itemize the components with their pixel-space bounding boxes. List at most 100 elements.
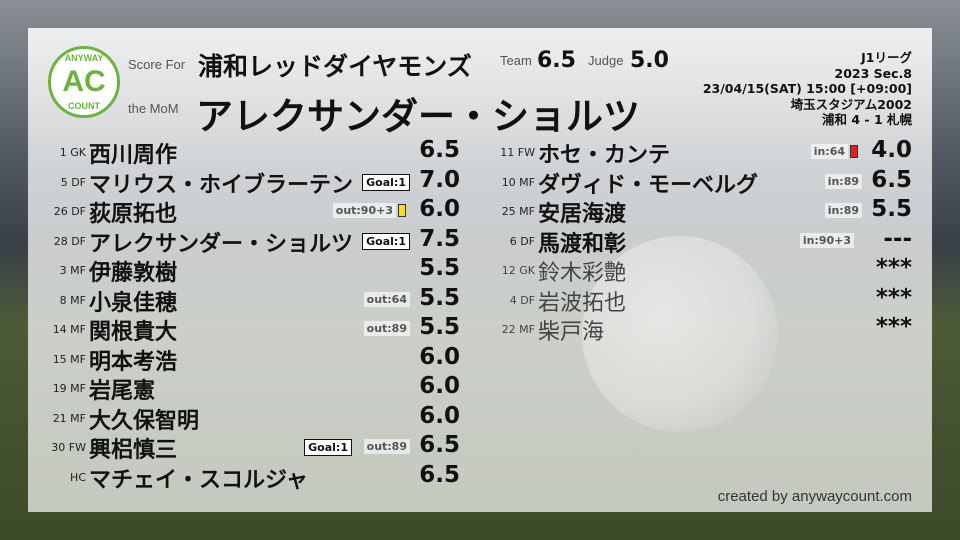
logo-main: AC	[62, 65, 106, 98]
player-name: 小泉佳穂	[89, 290, 178, 316]
player-score: 7.0	[419, 166, 460, 193]
logo-bottom: COUNT	[68, 101, 100, 111]
player-score: 5.5	[419, 314, 460, 340]
player-name: 荻原拓也	[89, 202, 178, 227]
player-score: ***	[875, 255, 912, 281]
player-name: 大久保智明	[89, 408, 200, 434]
player-score: 4.0	[871, 137, 912, 163]
player-row: 14 MF 関根貴大 5.5 out:89	[40, 314, 460, 345]
score-for-label: Score For	[128, 57, 186, 72]
player-position: 25 MF	[501, 205, 535, 218]
player-row: 8 MF 小泉佳穂 5.5 out:64	[40, 284, 460, 316]
player-row: 19 MF 岩尾憲 6.0	[40, 373, 460, 404]
player-score: 6.0	[419, 402, 460, 429]
player-score: ***	[875, 284, 912, 311]
player-position: 19 MF	[52, 382, 86, 395]
league: J1リーグ	[861, 50, 912, 65]
player-name: 鈴木彩艶	[538, 261, 627, 286]
player-position: 3 MF	[59, 264, 86, 277]
judge-score-label: Judge	[588, 53, 624, 68]
player-position: 4 DF	[509, 293, 535, 307]
player-score: 5.5	[871, 196, 912, 222]
player-name: 西川周作	[89, 143, 178, 168]
rating-panel	[28, 28, 932, 512]
match-result: 浦和 4 - 1 札幌	[822, 112, 912, 127]
player-position: 5 DF	[60, 175, 86, 189]
player-score: 6.5	[871, 166, 912, 193]
logo-top: ANYWAY	[64, 53, 104, 63]
player-row: 25 MF 安居海渡 5.5 in:89	[490, 196, 912, 227]
player-position: 22 MF	[501, 323, 535, 336]
yellow-card-icon	[398, 204, 406, 217]
player-name: 関根貴大	[89, 320, 178, 345]
player-score: 6.0	[419, 343, 460, 370]
substitution-badge: in:90+3	[799, 232, 854, 248]
team-score-label: Team	[500, 53, 532, 68]
match-datetime: 23/04/15(SAT) 15:00 [+09:00]	[702, 81, 912, 96]
credit: created by anywaycount.com	[717, 488, 912, 505]
player-name: マリウス・ホイブラーテン	[89, 172, 354, 198]
player-name: マチェイ・スコルジャ	[89, 467, 308, 493]
player-row: 30 FW 興梠慎三 6.5 out:89 Goal:1	[40, 432, 460, 463]
player-row: 26 DF 荻原拓也 6.0 out:90+3	[40, 196, 460, 227]
match-info: J1リーグ 2023 Sec.8 23/04/15(SAT) 15:00 [+0…	[703, 50, 912, 128]
anywaycount-logo: ANYWAY AC COUNT	[48, 46, 120, 118]
player-name: 馬渡和彰	[538, 231, 627, 257]
player-row: HC マチェイ・スコルジャ 6.5	[40, 461, 460, 493]
player-position: 28 DF	[53, 234, 86, 248]
player-score: 5.5	[419, 284, 460, 311]
player-score: 6.5	[419, 461, 460, 488]
player-row: 4 DF 岩波拓也 ***	[490, 284, 912, 316]
substitution-badge: in:89	[824, 203, 862, 218]
player-row: 3 MF 伊藤敦樹 5.5	[40, 255, 460, 286]
player-position: HC	[70, 470, 86, 484]
player-position: 26 DF	[53, 205, 86, 218]
player-position: 21 MF	[52, 411, 86, 425]
team-score: 6.5	[537, 48, 576, 73]
mom-player: アレクサンダー・ショルツ	[196, 95, 640, 138]
stadium: 埼玉スタジアム2002	[790, 96, 912, 112]
player-name: 岩尾憲	[89, 379, 156, 404]
goal-badge: Goal:1	[362, 173, 410, 191]
player-score: 7.5	[419, 225, 460, 252]
substitution-badge: out:90+3	[332, 203, 396, 218]
player-score: ---	[883, 225, 912, 252]
player-score: 6.5	[419, 432, 460, 458]
mom-label: the MoM	[128, 101, 179, 116]
section: 2023 Sec.8	[834, 65, 912, 81]
player-position: 10 MF	[501, 175, 535, 189]
player-row: 1 GK 西川周作 6.5	[40, 137, 460, 168]
player-name: アレクサンダー・ショルツ	[89, 231, 354, 257]
player-row: 10 MF ダヴィド・モーベルグ 6.5 in:89	[490, 166, 912, 198]
player-position: 14 MF	[52, 323, 86, 336]
player-score: 6.0	[419, 373, 460, 399]
substitution-badge: in:64	[810, 144, 848, 159]
player-row: 11 FW ホセ・カンテ 4.0 in:64	[490, 137, 912, 168]
player-position: 30 FW	[51, 441, 86, 454]
player-score: 6.0	[419, 196, 460, 222]
player-row: 28 DF アレクサンダー・ショルツ 7.5 Goal:1	[40, 225, 460, 257]
player-row: 6 DF 馬渡和彰 --- in:90+3	[490, 225, 912, 257]
goal-badge: Goal:1	[362, 232, 410, 250]
judge-score: 5.0	[630, 48, 669, 73]
substitution-badge: in:89	[824, 173, 862, 189]
player-score: 6.5	[419, 137, 460, 163]
player-position: 15 MF	[52, 352, 86, 366]
player-name: 興梠慎三	[89, 438, 178, 463]
player-row: 22 MF 柴戸海 ***	[490, 314, 912, 345]
team-name: 浦和レッドダイヤモンズ	[198, 52, 472, 81]
player-position: 8 MF	[59, 293, 86, 307]
player-score: ***	[875, 314, 912, 340]
substitution-badge: out:89	[363, 439, 410, 454]
player-name: 伊藤敦樹	[89, 261, 178, 286]
player-name: 安居海渡	[538, 202, 627, 227]
substitution-badge: out:89	[363, 321, 410, 336]
player-position: 1 GK	[59, 146, 86, 159]
player-name: ダヴィド・モーベルグ	[538, 172, 759, 198]
player-position: 12 GK	[501, 264, 535, 277]
player-row: 15 MF 明本考浩 6.0	[40, 343, 460, 375]
player-position: 6 DF	[509, 234, 535, 248]
player-name: ホセ・カンテ	[538, 143, 671, 168]
player-row: 12 GK 鈴木彩艶 ***	[490, 255, 912, 286]
player-row: 21 MF 大久保智明 6.0	[40, 402, 460, 434]
